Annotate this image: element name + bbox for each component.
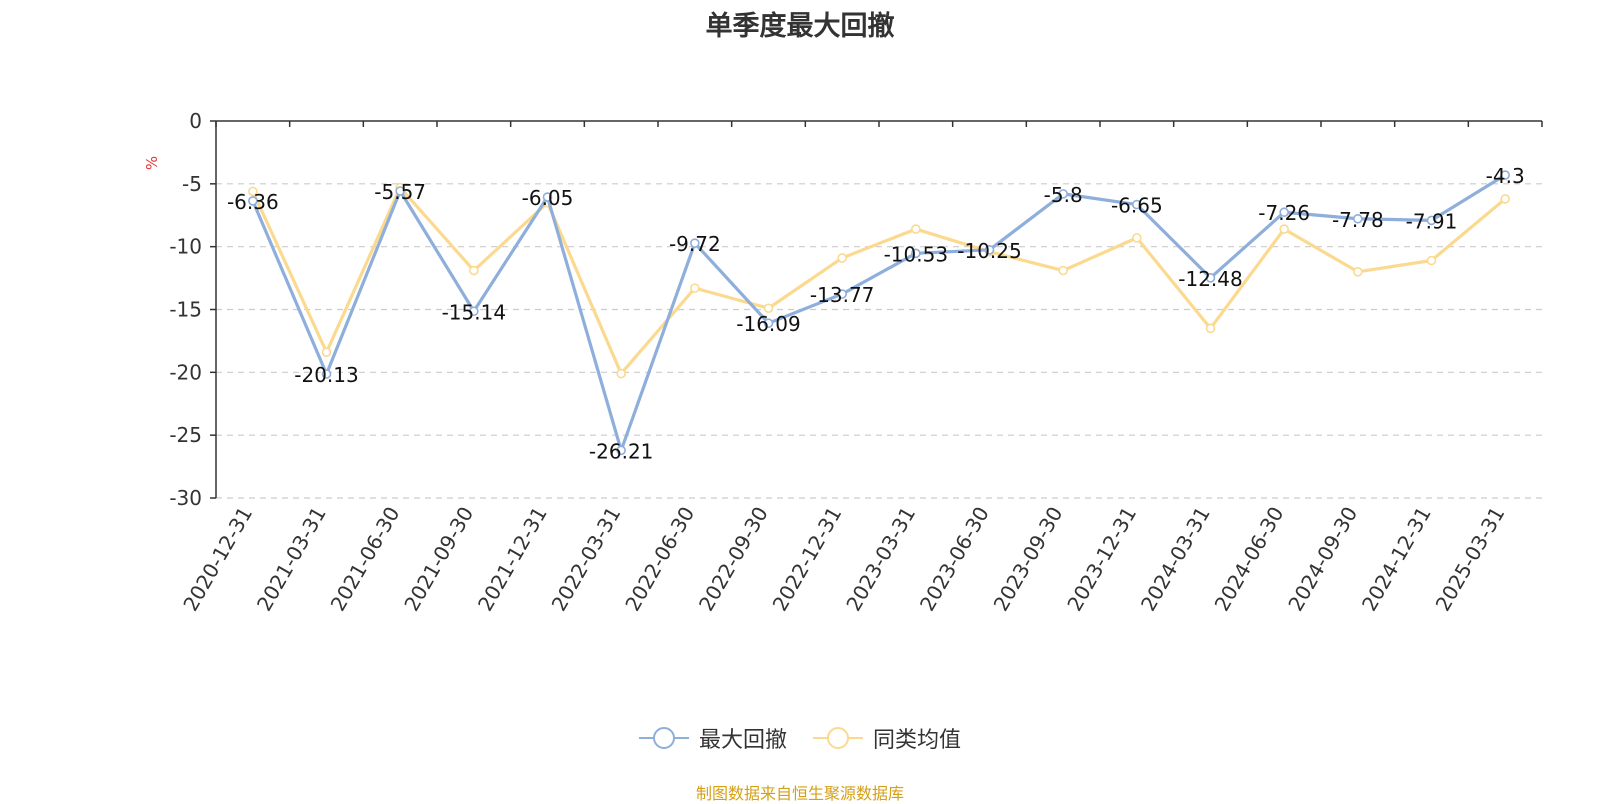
data-point (1353, 266, 1363, 277)
legend-item[interactable]: 最大回撤 (638, 722, 787, 754)
x-tick-label: 2025-03-31 (1431, 503, 1510, 616)
data-point (763, 318, 774, 328)
series-line (251, 173, 1507, 452)
x-tick-label: 2023-12-31 (1062, 503, 1141, 616)
data-point (1132, 199, 1142, 210)
y-tick-label: -5 (182, 172, 202, 196)
data-label: -5.57 (374, 180, 426, 204)
data-label: -4.3 (1486, 164, 1525, 188)
data-point (1353, 213, 1363, 224)
x-tick-label: 2022-09-30 (694, 503, 773, 616)
data-label: -13.77 (810, 283, 874, 307)
legend-item[interactable]: 同类均值 (813, 722, 961, 754)
data-point (1205, 273, 1216, 283)
legend-label: 同类均值 (873, 728, 962, 753)
series (248, 170, 1510, 456)
legend-marker-icon (638, 727, 689, 749)
data-label: -12.48 (1178, 267, 1242, 291)
data-point (911, 224, 921, 234)
data-point (1205, 323, 1216, 334)
series-line (251, 186, 1507, 376)
data-point (248, 196, 258, 206)
data-point (1058, 189, 1068, 199)
x-tick-label: 2023-03-31 (841, 502, 920, 615)
y-tick-label: -30 (169, 486, 202, 510)
data-label: -6.05 (522, 186, 574, 210)
source-note: 制图数据来自恒生聚源数据库 (695, 784, 904, 803)
x-tick-label: 2022-03-31 (547, 503, 626, 616)
data-label: -26.21 (589, 439, 653, 463)
data-label: -7.26 (1258, 201, 1310, 225)
data-point (1279, 224, 1289, 234)
x-tick-label: 2021-06-30 (326, 502, 405, 615)
x-tick-label: 2024-03-31 (1136, 503, 1215, 616)
data-point (690, 238, 700, 248)
data-point (984, 245, 995, 255)
data-point (395, 186, 405, 196)
x-tick-label: 2024-06-30 (1210, 503, 1289, 616)
data-label: -7.91 (1406, 209, 1458, 233)
data-point (1426, 215, 1437, 226)
y-axis-label: % (143, 156, 161, 170)
legend-marker-icon (813, 727, 863, 749)
data-point (1500, 194, 1510, 204)
legend: 最大回撤 同类均值 (0, 722, 1600, 754)
data-label: -15.14 (442, 300, 506, 324)
x-tick-label: 2021-12-31 (473, 503, 552, 616)
y-tick-label: -15 (169, 298, 202, 322)
data-point (837, 289, 847, 299)
data-point (248, 186, 258, 197)
y-tick-label: 0 (189, 109, 202, 133)
data-label: -6.36 (227, 190, 279, 214)
chart-title: 单季度最大回撤 (705, 11, 895, 42)
data-point (1058, 265, 1068, 276)
legend-label: 最大回撤 (698, 728, 787, 753)
data-label: -9.72 (669, 232, 721, 256)
data-label: -10.25 (957, 239, 1021, 263)
data-label: -7.78 (1332, 208, 1384, 232)
data-point (321, 347, 332, 358)
data-point (616, 445, 626, 456)
y-tick-label: -10 (169, 235, 202, 259)
x-tick-label: 2021-03-31 (252, 503, 331, 616)
data-point (1500, 170, 1510, 180)
x-tick-label: 2023-06-30 (915, 503, 994, 616)
data-label: -16.09 (736, 312, 800, 336)
data-point (690, 283, 700, 293)
data-point (542, 192, 553, 202)
x-tick-label: 2022-06-30 (620, 503, 699, 616)
y-tick-label: -20 (169, 360, 202, 384)
data-point (763, 303, 774, 314)
data-label: -10.53 (884, 242, 948, 266)
data-point (1279, 207, 1289, 218)
data-label: -6.65 (1111, 194, 1163, 218)
x-tick-label: 2023-09-30 (989, 503, 1068, 616)
x-tick-label: 2020-12-31 (178, 503, 257, 616)
x-tick-label: 2021-09-30 (399, 503, 478, 616)
data-point (1132, 233, 1142, 243)
data-label: -5.8 (1044, 183, 1083, 207)
x-tick-label: 2022-12-31 (768, 503, 847, 616)
y-tick-label: -25 (169, 423, 202, 447)
data-point (911, 248, 921, 259)
x-tick-label: 2024-09-30 (1283, 503, 1362, 616)
data-point (469, 306, 479, 317)
data-point (321, 369, 332, 379)
data-point (1426, 255, 1437, 266)
data-label: -20.13 (294, 363, 358, 387)
data-point (616, 368, 626, 379)
x-tick-label: 2024-12-31 (1357, 503, 1436, 616)
data-labels: -6.36 -20.13 -5.57 -15.14 -6.05 -26.21 -9.72 -1… (227, 164, 1525, 463)
grid-lines (216, 183, 1542, 499)
data-point (469, 265, 479, 276)
data-point (837, 253, 847, 263)
